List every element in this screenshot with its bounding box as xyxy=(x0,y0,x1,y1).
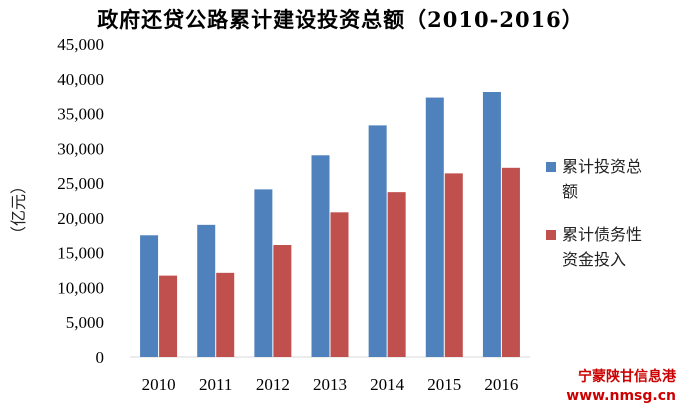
bar-series-1-2012 xyxy=(254,189,273,357)
bars xyxy=(140,91,520,358)
y-tick-label: 0 xyxy=(96,348,105,367)
y-tick-label: 30,000 xyxy=(57,139,104,158)
bar-series-1-2014 xyxy=(368,125,387,357)
legend-label-1: 额 xyxy=(562,182,578,201)
bar-series-1-2011 xyxy=(197,224,216,357)
legend-swatch-2 xyxy=(546,230,556,240)
y-tick-label: 20,000 xyxy=(57,209,104,228)
bar-series-2-2013 xyxy=(330,212,349,357)
legend-label-2: 资金投入 xyxy=(562,250,626,269)
legend-label-1: 累计投资总 xyxy=(562,157,642,176)
bar-series-2-2016 xyxy=(501,167,520,357)
y-tick-label: 10,000 xyxy=(57,278,104,297)
watermark: 宁蒙陕甘信息港 www.nmsg.cn xyxy=(566,368,677,404)
y-tick-label: 35,000 xyxy=(57,105,104,124)
y-tick-label: 5,000 xyxy=(66,313,104,332)
legend-label-2: 累计债务性 xyxy=(562,225,642,244)
x-tick-label: 2013 xyxy=(313,375,347,394)
x-tick-label: 2011 xyxy=(199,375,232,394)
y-tick-label: 45,000 xyxy=(57,35,104,54)
y-tick-label: 15,000 xyxy=(57,244,104,263)
watermark-url: www.nmsg.cn xyxy=(566,388,676,404)
x-axis-tick-labels: 2010 2011 2012 2013 2014 2015 2016 xyxy=(142,375,519,394)
x-tick-label: 2014 xyxy=(370,375,405,394)
legend-swatch-1 xyxy=(546,162,556,172)
y-tick-label: 25,000 xyxy=(57,174,104,193)
chart-title: 政府还贷公路累计建设投资总额（2010-2016） xyxy=(97,7,584,32)
bar-series-1-2010 xyxy=(140,235,159,357)
bar-series-2-2014 xyxy=(387,192,406,357)
bar-series-2-2012 xyxy=(273,245,292,357)
x-tick-label: 2015 xyxy=(427,375,461,394)
bar-series-2-2015 xyxy=(444,173,463,357)
y-axis-label: （亿元） xyxy=(9,178,28,242)
watermark-name: 宁蒙陕甘信息港 xyxy=(578,368,677,385)
bar-series-2-2010 xyxy=(159,275,178,357)
y-tick-label: 40,000 xyxy=(57,70,104,89)
x-tick-label: 2012 xyxy=(256,375,290,394)
bar-series-1-2013 xyxy=(311,155,330,357)
bar-series-1-2015 xyxy=(425,97,444,358)
bar-series-2-2011 xyxy=(216,272,235,357)
bar-series-1-2016 xyxy=(482,91,501,357)
y-axis-tick-labels: 0 5,000 10,000 15,000 20,000 25,000 30,000 35,0… xyxy=(57,35,104,367)
x-tick-label: 2010 xyxy=(142,375,176,394)
x-tick-label: 2016 xyxy=(484,375,518,394)
